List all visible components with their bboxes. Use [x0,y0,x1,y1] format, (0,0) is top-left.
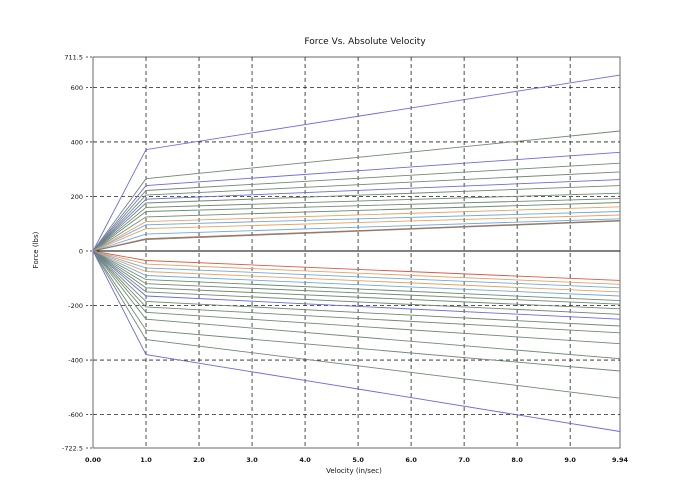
x-tick-label: 1.0 [140,456,152,464]
y-tick-label: 600 [71,84,83,92]
series-line [92,250,621,302]
x-tick-label: 4.0 [299,456,311,464]
series-line [92,250,621,327]
series-line [92,250,621,320]
x-tick-label: 0.00 [85,456,102,464]
series-line [92,250,621,285]
y-tick-label: -722.5 [62,445,83,453]
x-tick-label: 8.0 [511,456,523,464]
series-line [92,171,621,252]
series-line [92,206,621,252]
series-line [92,250,621,360]
series-line [92,250,621,432]
series-line [92,250,621,281]
series-line [92,220,621,252]
y-tick-label: 400 [71,138,83,146]
series-line [92,185,621,252]
x-tick-label: 3.0 [246,456,258,464]
series-line [92,74,621,252]
y-tick-label: 711.5 [64,54,83,62]
x-tick-label: 2.0 [193,456,205,464]
series-line [92,250,621,315]
series-line [92,250,621,305]
series-line [92,250,621,310]
series-line [92,162,621,252]
plot-frame [92,56,621,449]
series-line [92,202,621,252]
series-line [92,218,621,252]
x-tick-label: 7.0 [458,456,470,464]
series-line [92,179,621,252]
grid-layer [92,56,621,449]
series-line [92,250,621,372]
x-tick-label: 5.0 [352,456,364,464]
series-line [92,220,621,252]
series-line [92,130,621,252]
series-line [92,250,621,297]
x-tick-label: 6.0 [405,456,417,464]
tick-layer: 0.00 1.0 2.0 3.0 4.0 5.0 6.0 7.0 8.0 9.0 9.94 -722.… [62,54,628,465]
y-tick-label: 0 [79,248,83,256]
x-axis-label: Velocity (in/sec) [326,467,382,475]
series-line [92,250,621,289]
y-tick-label: -600 [68,411,83,419]
y-tick-label: -400 [68,357,83,365]
series-line [92,198,621,252]
series-layer [92,74,621,432]
series-line [92,250,621,293]
series-line [92,250,621,334]
y-axis-label: Force (lbs) [32,231,40,268]
chart-title: Force Vs. Absolute Velocity [304,37,426,47]
x-tick-label: 9.94 [612,456,629,464]
series-line [92,214,621,252]
series-line [92,211,621,252]
series-line [92,250,621,345]
series-line [92,250,621,399]
x-tick-label: 9.0 [564,456,576,464]
series-line [92,192,621,252]
y-tick-label: 200 [71,193,83,201]
series-line [92,151,621,252]
y-tick-label: -200 [68,302,83,310]
